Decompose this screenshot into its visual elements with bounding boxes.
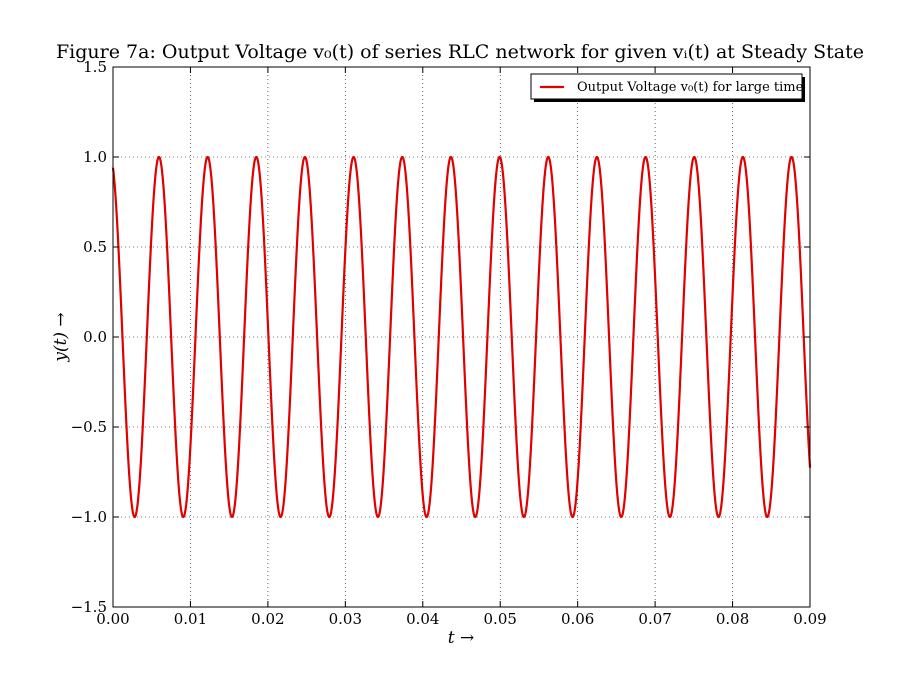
x-tick-label: 0.06 — [561, 610, 594, 628]
x-tick-label: 0.07 — [638, 610, 671, 628]
y-tick-label: 1.0 — [83, 148, 107, 166]
x-tick-label: 0.03 — [329, 610, 362, 628]
legend: Output Voltage v₀(t) for large time — [530, 73, 805, 102]
y-tick-label: 1.5 — [83, 58, 107, 76]
chart-title: Figure 7a: Output Voltage v₀(t) of serie… — [56, 41, 864, 63]
x-tick-label: 0.09 — [793, 610, 826, 628]
x-axis-label: t → — [448, 628, 474, 648]
x-tick-label: 0.00 — [96, 610, 129, 628]
series-line-output-voltage — [111, 155, 812, 519]
y-tick-label: −0.5 — [71, 418, 107, 436]
y-tick-label: −1.0 — [71, 508, 107, 526]
legend-box — [530, 73, 803, 100]
x-tick-label: 0.01 — [174, 610, 207, 628]
x-tick-label: 0.05 — [484, 610, 517, 628]
axis-ticks — [112, 66, 811, 608]
x-tick-label: 0.04 — [406, 610, 439, 628]
tick-labels: 0.00 0.01 0.02 0.03 0.04 0.05 0.06 0.07 0.08 0.09… — [71, 58, 827, 628]
x-tick-label: 0.08 — [716, 610, 749, 628]
y-tick-label: 0.5 — [83, 238, 107, 256]
y-axis-label: y(t) → — [51, 312, 71, 362]
legend-entry-label: Output Voltage v₀(t) for large time — [577, 80, 804, 95]
x-tick-label: 0.02 — [251, 610, 284, 628]
y-tick-label: −1.5 — [71, 598, 107, 616]
series-layer — [111, 155, 812, 519]
y-tick-label: 0.0 — [83, 328, 107, 346]
